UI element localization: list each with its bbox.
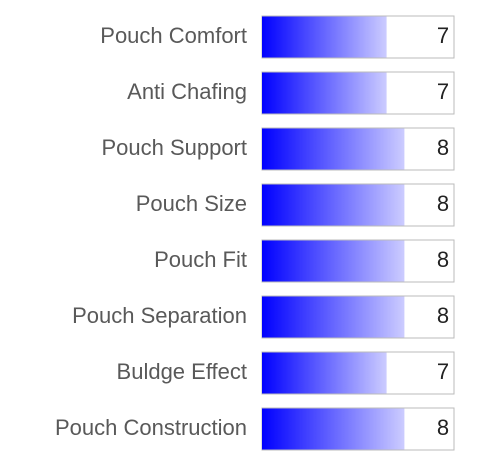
- value-label: 8: [437, 247, 449, 272]
- category-label: Buldge Effect: [117, 359, 247, 384]
- bar: [262, 128, 405, 170]
- category-label: Pouch Fit: [154, 247, 247, 272]
- category-label: Pouch Construction: [55, 415, 247, 440]
- value-label: 8: [437, 135, 449, 160]
- category-label: Pouch Separation: [72, 303, 247, 328]
- bar: [262, 184, 405, 226]
- bar: [262, 408, 405, 450]
- value-label: 7: [437, 23, 449, 48]
- category-label: Pouch Size: [136, 191, 247, 216]
- bar: [262, 352, 387, 394]
- bar: [262, 16, 387, 58]
- value-label: 7: [437, 79, 449, 104]
- category-label: Pouch Support: [101, 135, 247, 160]
- category-label: Pouch Comfort: [100, 23, 247, 48]
- value-label: 8: [437, 191, 449, 216]
- value-label: 7: [437, 359, 449, 384]
- value-label: 8: [437, 303, 449, 328]
- bar: [262, 240, 405, 282]
- bar: [262, 296, 405, 338]
- category-label: Anti Chafing: [127, 79, 247, 104]
- value-label: 8: [437, 415, 449, 440]
- bar: [262, 72, 387, 114]
